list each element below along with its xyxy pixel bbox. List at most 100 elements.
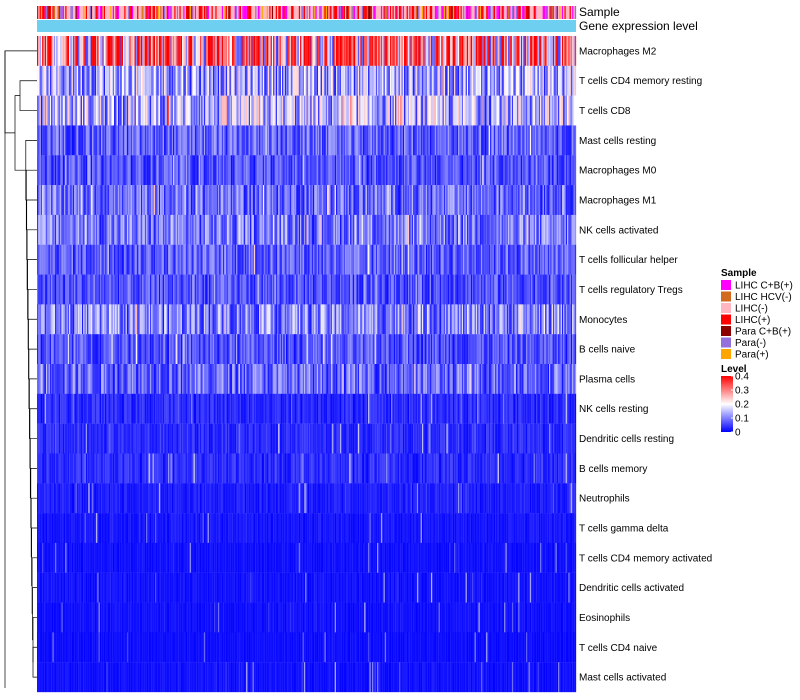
heat-cell: [194, 185, 197, 216]
heat-cell: [507, 36, 510, 66]
heat-cell: [106, 36, 108, 66]
heat-cell: [570, 155, 573, 186]
heat-cell: [475, 214, 478, 245]
heat-cell: [441, 304, 443, 335]
sample-cell: [223, 6, 225, 19]
heat-cell: [223, 334, 225, 365]
heat-cell: [429, 274, 432, 305]
heat-cell: [171, 244, 174, 275]
heat-cell: [38, 274, 40, 305]
heat-cell: [287, 304, 289, 335]
heat-cell: [265, 274, 267, 305]
heat-cell: [516, 214, 519, 245]
heat-cell: [379, 274, 382, 305]
heat-cell: [392, 95, 394, 126]
heat-cell: [78, 65, 80, 96]
sample-cell: [405, 6, 407, 19]
sample-cell: [156, 6, 158, 19]
heat-cell: [522, 36, 524, 66]
heat-cell: [490, 274, 492, 305]
heat-cell: [175, 155, 178, 186]
heat-cell: [148, 244, 151, 275]
heat-cell: [80, 304, 83, 335]
heat-cell: [124, 65, 126, 96]
heat-cell: [497, 125, 500, 156]
heat-cell: [306, 95, 308, 126]
heat-cell: [287, 185, 289, 216]
heat-cell: [166, 274, 169, 305]
heat-cell: [452, 65, 455, 96]
heat-cell: [497, 185, 500, 216]
heat-cell: [131, 65, 134, 96]
heat-cell: [321, 244, 324, 275]
heat-cell: [365, 185, 367, 216]
heat-cell: [500, 304, 502, 335]
heat-cell: [129, 214, 131, 245]
heat-cell: [76, 65, 79, 96]
heat-cell: [301, 274, 303, 305]
heat-cell: [523, 95, 525, 126]
sample-cell: [461, 6, 464, 19]
heat-cell: [395, 334, 397, 365]
heat-cell: [110, 274, 112, 305]
heat-cell: [37, 274, 39, 305]
heat-cell: [37, 95, 39, 126]
heat-cell: [434, 214, 437, 245]
heat-cell: [395, 185, 397, 216]
heat-cell: [341, 304, 343, 335]
heat-cell: [53, 214, 56, 245]
heat-cell: [330, 274, 333, 305]
heat-cell: [134, 274, 136, 305]
heat-cell: [138, 274, 140, 305]
heat-cell: [380, 65, 383, 96]
heat-cell: [452, 274, 455, 305]
heat-cell: [342, 274, 344, 305]
heat-cell: [428, 65, 430, 96]
heat-cell: [288, 244, 290, 275]
heat-cell: [219, 155, 221, 186]
heat-cell: [230, 334, 233, 365]
heat-cell: [94, 304, 97, 335]
heat-cell: [312, 214, 315, 245]
heat-cell: [443, 185, 446, 216]
heat-cell: [565, 95, 568, 126]
heat-cell: [574, 95, 577, 126]
heat-cell: [194, 334, 197, 365]
heat-cell: [536, 95, 538, 126]
heat-cell: [52, 304, 54, 335]
heat-cell: [268, 125, 270, 156]
sample-cell: [97, 6, 99, 19]
heat-cell: [130, 185, 133, 216]
heat-cell: [214, 155, 216, 186]
heat-cell: [450, 214, 452, 245]
sample-cell: [166, 6, 169, 19]
heat-cell: [192, 95, 194, 126]
heat-cell: [43, 334, 45, 365]
heat-cell: [492, 125, 495, 156]
heat-cell: [214, 36, 216, 66]
heat-cell: [532, 274, 534, 305]
heat-cell: [550, 185, 552, 216]
heat-cell: [364, 155, 366, 186]
heat-cell: [164, 65, 166, 96]
heat-cell: [203, 155, 206, 186]
heat-cell: [543, 65, 546, 96]
heat-cell: [468, 65, 470, 96]
heat-cell: [357, 214, 360, 245]
heat-cell: [178, 125, 180, 156]
heat-cell: [69, 214, 71, 245]
heat-cell: [350, 274, 352, 305]
heat-cell: [556, 36, 559, 66]
heat-cell: [518, 65, 520, 96]
heat-cell: [346, 125, 348, 156]
heat-cell: [519, 244, 521, 275]
heat-cell: [42, 155, 44, 186]
heat-cell: [550, 214, 552, 245]
heat-cell: [43, 36, 45, 66]
heat-cell: [284, 244, 287, 275]
sample-cell: [293, 6, 296, 19]
heat-cell: [53, 185, 56, 216]
heat-cell: [126, 36, 129, 66]
heat-cell: [362, 304, 365, 335]
heat-cell: [185, 65, 188, 96]
